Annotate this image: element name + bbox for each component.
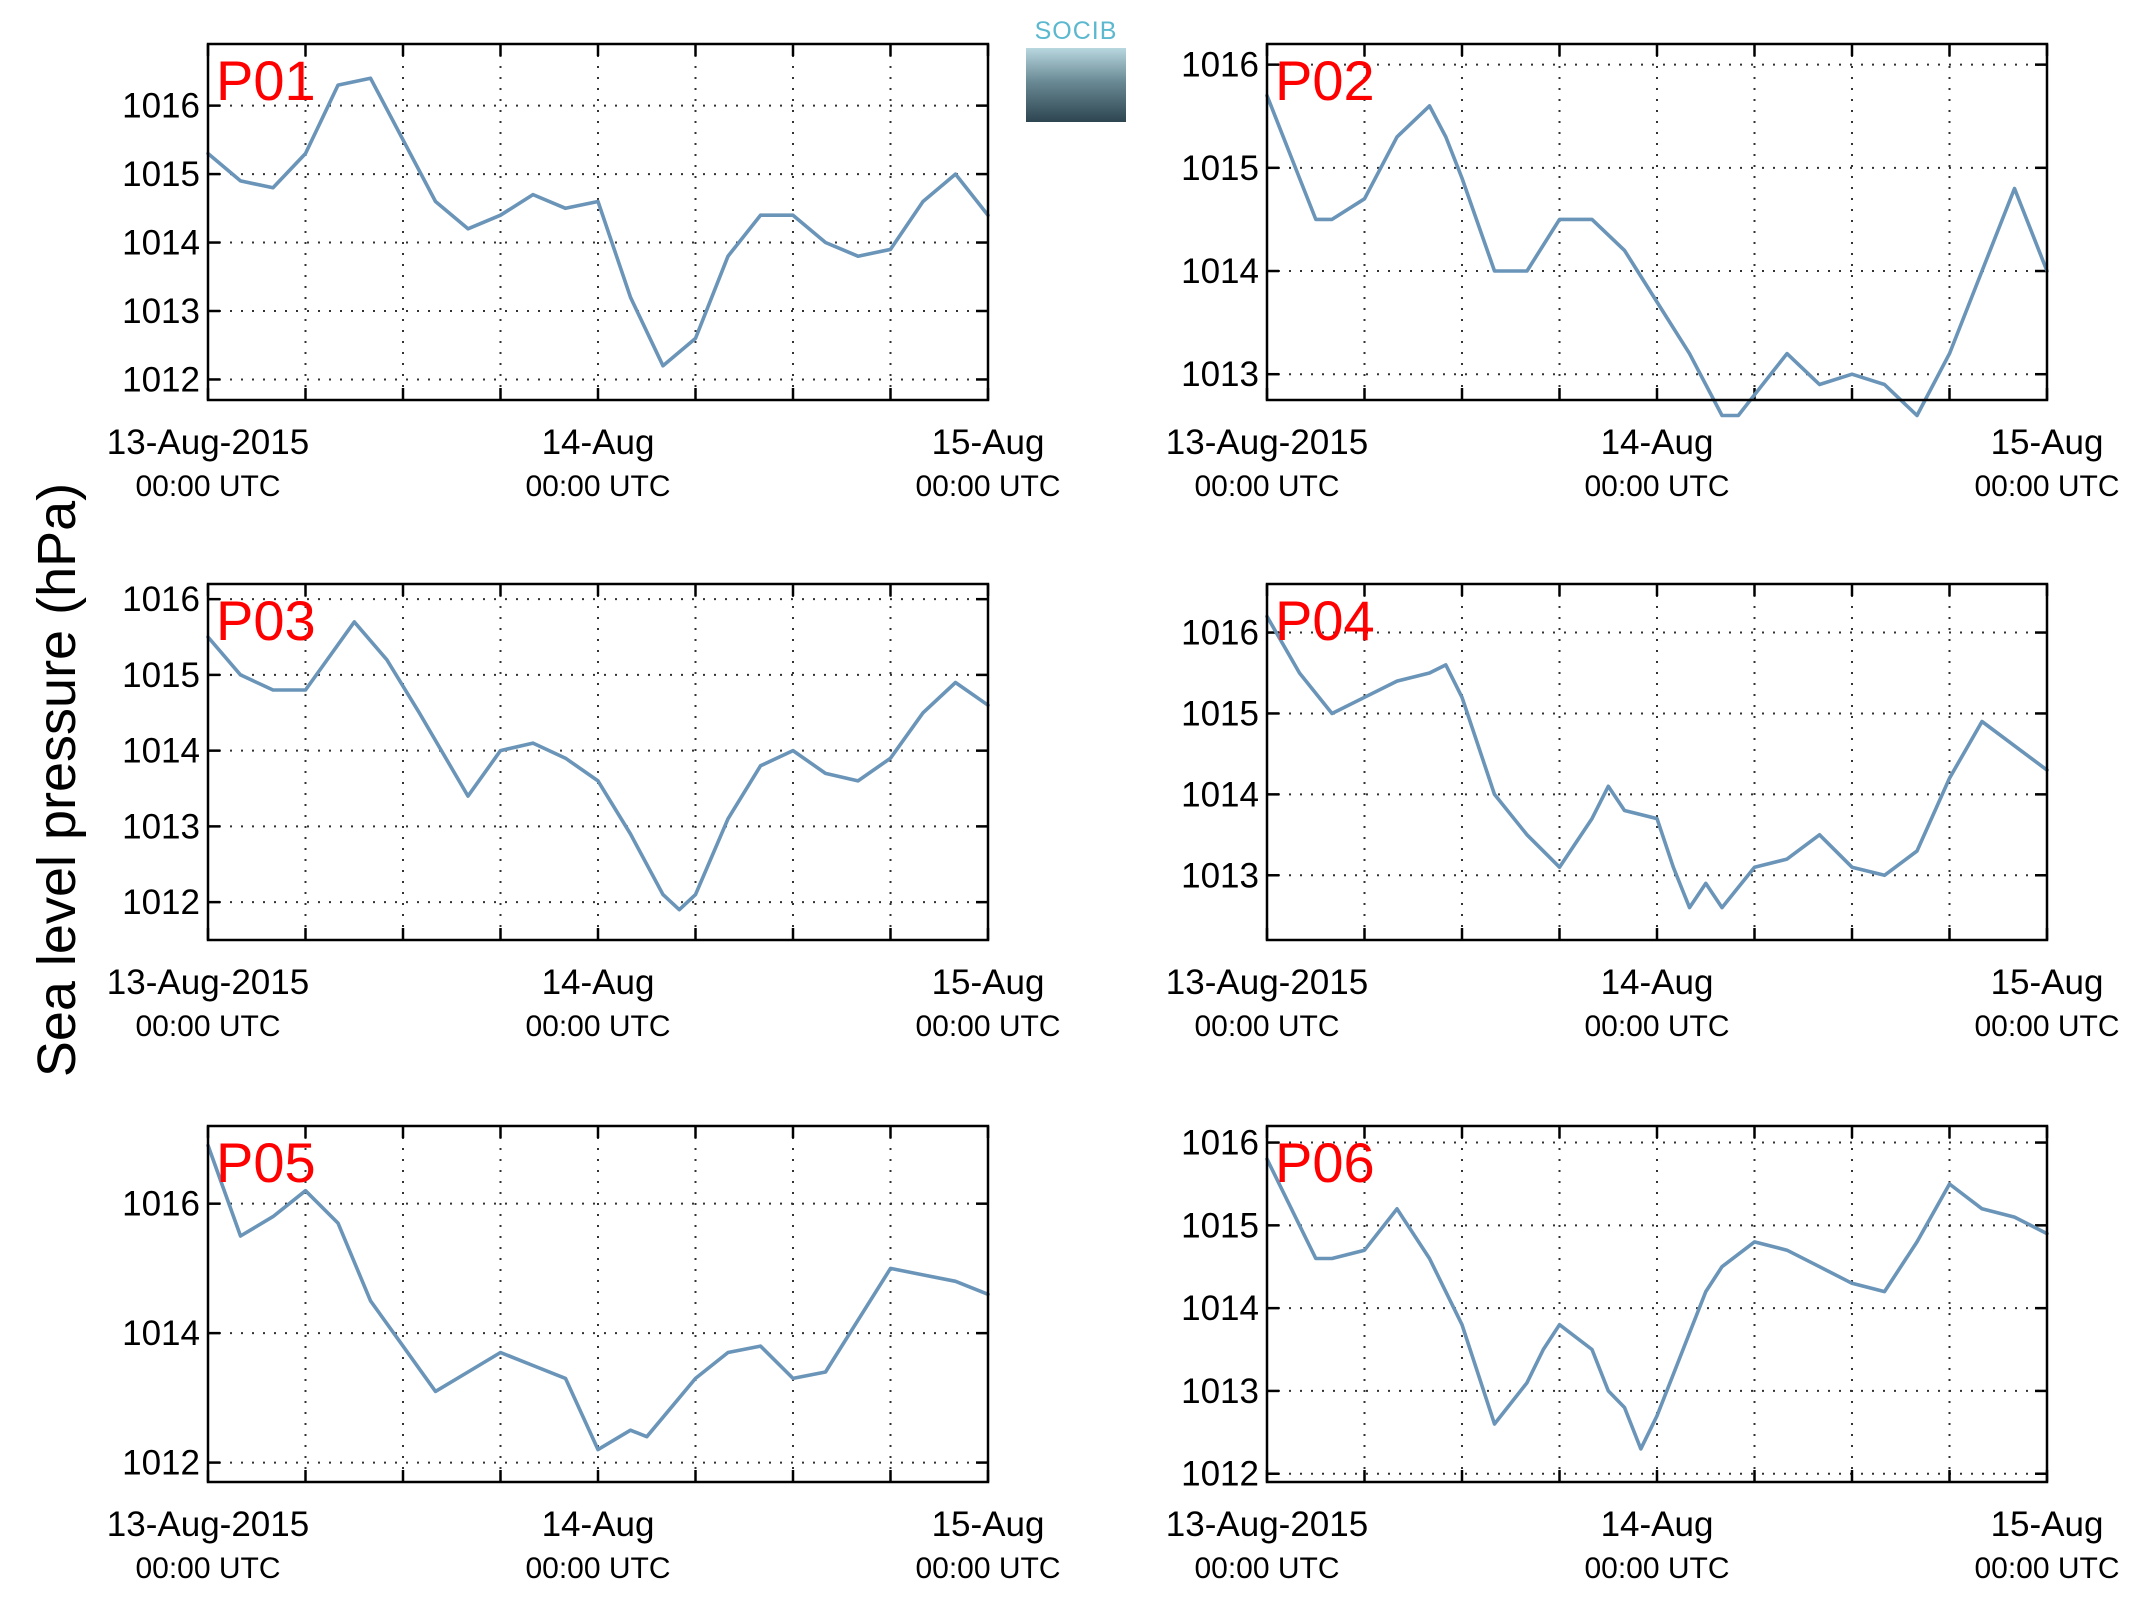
x-tick-label-date: 14-Aug <box>1601 963 1714 1002</box>
panel-p02: 1013 1014 1015 1016 13-Aug-2015 00:00 UTC 14-A… <box>1166 42 2120 503</box>
series-line-p06 <box>1265 1157 2049 1451</box>
logo-graphic <box>1026 48 1126 122</box>
series-line-p01 <box>206 76 990 368</box>
y-tick-label: 1016 <box>122 1185 200 1224</box>
x-tick-label-time: 00:00 UTC <box>525 470 670 503</box>
panel-p03: 1012 1013 1014 1015 1016 13-Aug-2015 00:00 UTC… <box>107 580 1061 1043</box>
y-tick-label: 1013 <box>1181 1372 1259 1411</box>
panel-label: P05 <box>216 1131 316 1194</box>
y-tick-label: 1012 <box>122 883 200 922</box>
x-tick-label-date: 15-Aug <box>932 1505 1045 1544</box>
y-tick-label: 1016 <box>1181 614 1259 653</box>
y-tick-label: 1015 <box>122 155 200 194</box>
x-tick-label-time: 00:00 UTC <box>1194 1010 1339 1043</box>
x-tick-label-time: 00:00 UTC <box>525 1552 670 1585</box>
x-tick-label-time: 00:00 UTC <box>1194 1552 1339 1585</box>
x-tick-label-time: 00:00 UTC <box>915 470 1060 503</box>
series-line-p03 <box>206 620 990 912</box>
logo-text: SOCIB <box>1034 17 1118 45</box>
y-tick-label: 1015 <box>1181 149 1259 188</box>
x-tick-label-date: 13-Aug-2015 <box>1166 1505 1368 1544</box>
x-tick-label-date: 13-Aug-2015 <box>107 963 309 1002</box>
x-tick-label-time: 00:00 UTC <box>525 1010 670 1043</box>
x-tick-label-date: 14-Aug <box>542 423 655 462</box>
x-tick-label-date: 13-Aug-2015 <box>107 423 309 462</box>
y-tick-label: 1014 <box>1181 1289 1259 1328</box>
x-tick-label-time: 00:00 UTC <box>1974 470 2119 503</box>
y-tick-label: 1015 <box>122 656 200 695</box>
panel-label: P04 <box>1275 589 1375 652</box>
panel-p01: 1012 1013 1014 1015 1016 13-Aug-2015 00:00 UTC… <box>107 42 1061 503</box>
x-tick-label-time: 00:00 UTC <box>135 470 280 503</box>
y-tick-label: 1014 <box>122 224 200 263</box>
x-tick-label-date: 15-Aug <box>932 423 1045 462</box>
x-tick-label-time: 00:00 UTC <box>1584 1552 1729 1585</box>
panel-label: P03 <box>216 589 316 652</box>
y-axis-label-container: Sea level pressure (hPa) <box>12 430 102 1130</box>
series-line-p05 <box>206 1143 990 1452</box>
x-tick-label-time: 00:00 UTC <box>1584 470 1729 503</box>
x-tick-label-time: 00:00 UTC <box>1584 1010 1729 1043</box>
x-tick-label-date: 15-Aug <box>1991 423 2104 462</box>
plot-frame <box>1265 42 2049 402</box>
panel-label: P06 <box>1275 1131 1375 1194</box>
x-tick-label-date: 13-Aug-2015 <box>1166 423 1368 462</box>
y-tick-label: 1013 <box>122 807 200 846</box>
x-tick-label-date: 14-Aug <box>1601 1505 1714 1544</box>
x-tick-label-time: 00:00 UTC <box>1974 1010 2119 1043</box>
socib-logo: SOCIB <box>1026 18 1126 122</box>
x-tick-label-date: 14-Aug <box>1601 423 1714 462</box>
y-tick-label: 1013 <box>1181 355 1259 394</box>
y-tick-label: 1016 <box>1181 1124 1259 1163</box>
series-line-p04 <box>1265 614 2049 910</box>
panel-label: P02 <box>1275 49 1375 112</box>
x-tick-label-date: 13-Aug-2015 <box>107 1505 309 1544</box>
y-tick-label: 1013 <box>122 292 200 331</box>
y-tick-label: 1014 <box>122 732 200 771</box>
y-tick-label: 1014 <box>1181 252 1259 291</box>
x-tick-label-time: 00:00 UTC <box>1194 470 1339 503</box>
y-tick-label: 1016 <box>1181 46 1259 85</box>
x-tick-label-date: 15-Aug <box>932 963 1045 1002</box>
y-tick-label: 1014 <box>1181 775 1259 814</box>
x-tick-label-time: 00:00 UTC <box>135 1552 280 1585</box>
plot-frame <box>206 42 990 402</box>
plot-frame <box>1265 582 2049 942</box>
plot-frame <box>206 1124 990 1484</box>
x-tick-label-time: 00:00 UTC <box>1974 1552 2119 1585</box>
x-tick-label-date: 15-Aug <box>1991 1505 2104 1544</box>
y-tick-label: 1016 <box>122 580 200 619</box>
y-tick-label: 1012 <box>122 1444 200 1483</box>
panel-p04: 1013 1014 1015 1016 13-Aug-2015 00:00 UTC 14-A… <box>1166 582 2120 1043</box>
panel-label: P01 <box>216 49 316 112</box>
x-tick-label-date: 14-Aug <box>542 1505 655 1544</box>
x-tick-label-time: 00:00 UTC <box>915 1552 1060 1585</box>
y-tick-label: 1015 <box>1181 694 1259 733</box>
x-tick-label-time: 00:00 UTC <box>915 1010 1060 1043</box>
x-tick-label-date: 15-Aug <box>1991 963 2104 1002</box>
y-tick-label: 1015 <box>1181 1206 1259 1245</box>
x-tick-label-date: 13-Aug-2015 <box>1166 963 1368 1002</box>
panel-p05: 1012 1014 1016 13-Aug-2015 00:00 UTC 14-Aug 00… <box>107 1124 1061 1585</box>
y-tick-label: 1013 <box>1181 856 1259 895</box>
panel-p06: 1012 1013 1014 1015 1016 13-Aug-2015 00:00 UTC… <box>1166 1124 2120 1585</box>
plot-frame <box>206 582 990 942</box>
y-tick-label: 1016 <box>122 87 200 126</box>
y-tick-label: 1012 <box>122 360 200 399</box>
y-axis-label: Sea level pressure (hPa) <box>27 482 87 1078</box>
y-tick-label: 1014 <box>122 1314 200 1353</box>
x-tick-label-time: 00:00 UTC <box>135 1010 280 1043</box>
y-tick-label: 1012 <box>1181 1455 1259 1494</box>
plot-frame <box>1265 1124 2049 1484</box>
x-tick-label-date: 14-Aug <box>542 963 655 1002</box>
